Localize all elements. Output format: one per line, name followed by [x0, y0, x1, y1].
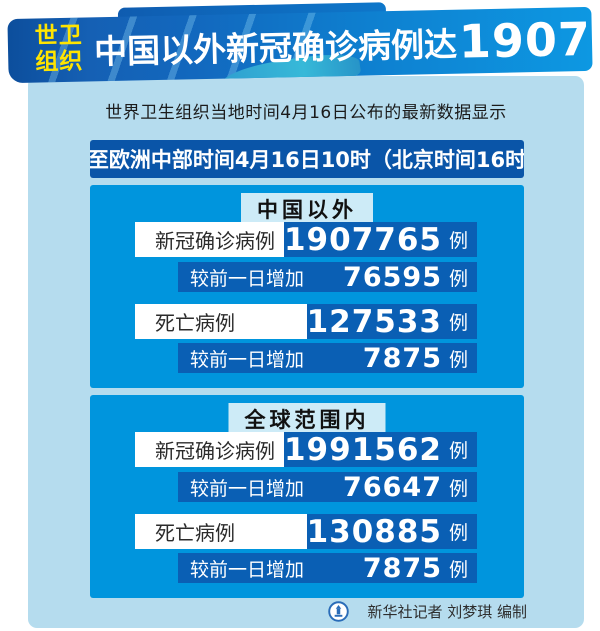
section-title: 中国以外	[241, 193, 373, 225]
stat-label: 新冠确诊病例	[135, 432, 284, 467]
cutoff-time-bar: 截至欧洲中部时间4月16日10时（北京时间16时）	[90, 140, 524, 178]
stat-label: 较前一日增加	[190, 558, 305, 581]
section-global: 全球范围内 新冠确诊病例 1991562 例 较前一日增加 76647 例 死亡…	[90, 395, 524, 598]
stat-number: 127533	[306, 304, 442, 339]
who-badge: 世卫 组织	[34, 22, 84, 76]
stat-unit: 例	[448, 522, 468, 544]
stat-unit: 例	[448, 477, 468, 500]
stat-label: 较前一日增加	[190, 477, 305, 500]
stat-row-confirmed-increase: 较前一日增加 76647 例	[178, 472, 477, 502]
stat-value-box: 76595 例	[340, 262, 477, 292]
section-title: 全球范围内	[228, 403, 386, 435]
page-title: 中国以外新冠确诊病例达 1907765 例	[93, 7, 593, 81]
stat-row-deaths: 死亡病例 130885 例	[135, 514, 477, 549]
stat-row-deaths: 死亡病例 127533 例	[135, 304, 477, 339]
section-outside-china: 中国以外 新冠确诊病例 1907765 例 较前一日增加 76595 例 死亡病…	[90, 185, 524, 388]
header-ribbon: 世卫 组织 中国以外新冠确诊病例达 1907765 例	[0, 0, 600, 95]
stat-row-confirmed-increase: 较前一日增加 76595 例	[178, 262, 477, 292]
stat-number: 7875	[362, 343, 442, 373]
stat-number: 130885	[306, 514, 442, 549]
xinhua-agency-logo-icon	[328, 600, 350, 622]
stat-label: 死亡病例	[135, 514, 307, 549]
stat-row-confirmed: 新冠确诊病例 1991562 例	[135, 432, 477, 467]
stat-unit: 例	[448, 558, 468, 581]
footer: 新华社记者 刘梦琪 编制	[0, 598, 584, 624]
who-badge-line1: 世卫	[34, 22, 84, 50]
stat-number: 76595	[343, 262, 442, 292]
stat-unit: 例	[448, 230, 468, 252]
credit-line: 新华社记者 刘梦琪 编制	[367, 602, 527, 621]
stat-value-box: 7875 例	[340, 343, 477, 373]
stat-label: 新冠确诊病例	[135, 222, 284, 257]
stat-value-box: 1991562 例	[283, 432, 477, 467]
stat-number: 76647	[343, 472, 442, 502]
stat-value-box: 1907765 例	[283, 222, 477, 257]
stat-number: 1991562	[283, 432, 442, 467]
who-badge-line2: 组织	[35, 48, 84, 76]
stat-unit: 例	[448, 348, 468, 371]
ribbon-banner: 世卫 组织 中国以外新冠确诊病例达 1907765 例	[7, 6, 593, 84]
stat-row-confirmed: 新冠确诊病例 1907765 例	[135, 222, 477, 257]
stat-label: 死亡病例	[135, 304, 307, 339]
stat-row-deaths-increase: 较前一日增加 7875 例	[178, 553, 477, 583]
stat-unit: 例	[448, 312, 468, 334]
stat-value-box: 130885 例	[306, 514, 477, 549]
stat-value-box: 127533 例	[306, 304, 477, 339]
stat-unit: 例	[448, 440, 468, 462]
stat-row-deaths-increase: 较前一日增加 7875 例	[178, 343, 477, 373]
stat-number: 7875	[362, 553, 442, 583]
title-headline-number: 1907765	[458, 9, 593, 69]
stat-number: 1907765	[283, 222, 442, 257]
stat-value-box: 76647 例	[340, 472, 477, 502]
stat-label: 较前一日增加	[190, 267, 305, 290]
title-text: 中国以外新冠确诊病例达	[93, 24, 458, 72]
intro-line: 世界卫生组织当地时间4月16日公布的最新数据显示	[105, 103, 507, 123]
stat-unit: 例	[448, 267, 468, 290]
stat-label: 较前一日增加	[190, 348, 305, 371]
stat-value-box: 7875 例	[340, 553, 477, 583]
